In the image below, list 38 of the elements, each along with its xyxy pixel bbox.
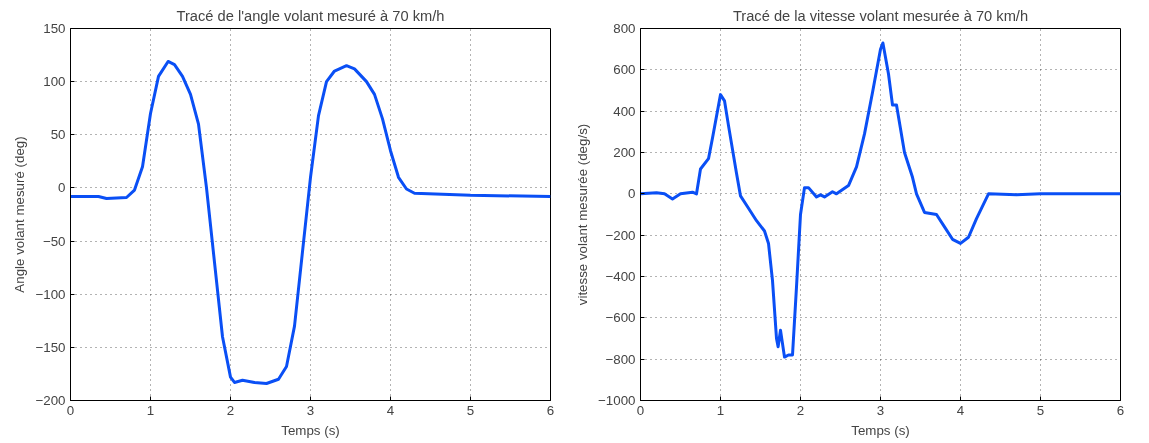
y-tick-label: 50: [50, 127, 66, 143]
y-tick-label: −400: [605, 269, 636, 284]
y-tick-label: −100: [35, 286, 66, 302]
y-tick-label: 0: [628, 186, 636, 202]
y-axis-title: vitesse volant mesurée (deg/s): [575, 123, 591, 306]
x-tick-label: 5: [1036, 402, 1045, 418]
y-tick-label: −600: [605, 310, 636, 326]
y-tick-label: 400: [613, 103, 636, 119]
x-tick-label: 4: [386, 402, 395, 418]
y-tick-label: −200: [35, 393, 66, 408]
x-tick-label: 4: [956, 402, 965, 418]
x-tick-label: 3: [306, 402, 315, 418]
y-tick-label: 800: [613, 21, 636, 36]
x-tick-label: 6: [1116, 402, 1125, 418]
y-tick-label: 600: [613, 62, 636, 78]
y-tick-label: −800: [605, 351, 636, 367]
chart-title: Tracé de la vitesse volant mesurée à 70 km/h: [732, 7, 1029, 24]
y-tick-label: 0: [58, 180, 66, 196]
y-tick-label: −50: [42, 233, 66, 249]
line-series: [70, 59, 551, 385]
x-tick-label: 6: [546, 402, 555, 418]
x-tick-label: 3: [876, 402, 885, 418]
y-axis-title: Angle volant mesuré (deg): [12, 136, 28, 293]
x-tick-label: 1: [716, 402, 725, 418]
y-tick-label: 150: [43, 21, 66, 36]
x-tick-label: 5: [466, 402, 475, 418]
y-tick-label: −1000: [598, 393, 636, 408]
x-axis-title: Temps (s): [281, 422, 340, 438]
x-axis-title: Temps (s): [851, 422, 910, 438]
y-tick-label: −150: [35, 339, 66, 355]
line-series: [640, 41, 1121, 359]
x-tick-label: 1: [146, 402, 155, 418]
x-tick-label: 2: [226, 402, 235, 418]
chart-title: Tracé de l'angle volant mesuré à 70 km/h: [176, 7, 445, 24]
x-tick-label: 2: [796, 402, 805, 418]
y-tick-label: 200: [613, 145, 636, 160]
y-tick-label: −200: [605, 227, 636, 243]
y-tick-label: 100: [43, 74, 66, 90]
